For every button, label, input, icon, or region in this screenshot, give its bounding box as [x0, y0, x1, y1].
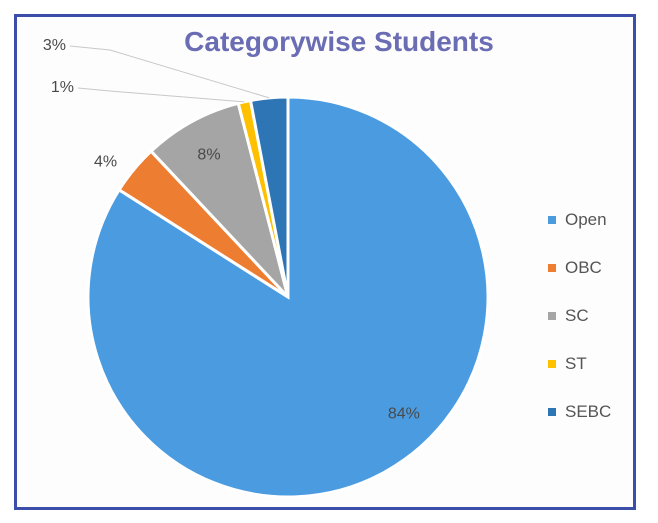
legend-label-obc: OBC [565, 258, 602, 277]
data-label-st: 1% [51, 79, 74, 96]
data-label-open: 84% [388, 406, 420, 423]
data-label-sc: 8% [197, 146, 220, 163]
data-label-sebc: 3% [43, 37, 66, 54]
leader-line-st [77, 87, 245, 103]
legend-item-sebc: SEBC [548, 388, 644, 436]
legend-label-sebc: SEBC [565, 402, 612, 421]
pie-slice-sc [148, 101, 290, 299]
chart-legend: Open OBC SC ST SEBC [548, 196, 644, 436]
legend-label-st: ST [565, 354, 587, 373]
legend-label-sc: SC [565, 306, 589, 325]
legend-swatch-st [548, 360, 556, 368]
legend-swatch-open [548, 216, 556, 224]
legend-swatch-sc [548, 312, 556, 320]
pie-slice-sebc [248, 95, 290, 298]
legend-item-sc: SC [548, 292, 644, 340]
legend-item-obc: OBC [548, 244, 644, 292]
legend-swatch-obc [548, 264, 556, 272]
data-label-obc: 4% [94, 154, 117, 171]
chart-title: Categorywise Students [184, 26, 494, 57]
leader-line-sebc [69, 45, 270, 99]
legend-item-open: Open [548, 196, 644, 244]
legend-item-st: ST [548, 340, 644, 388]
legend-label-open: Open [565, 210, 607, 229]
legend-swatch-sebc [548, 408, 556, 416]
